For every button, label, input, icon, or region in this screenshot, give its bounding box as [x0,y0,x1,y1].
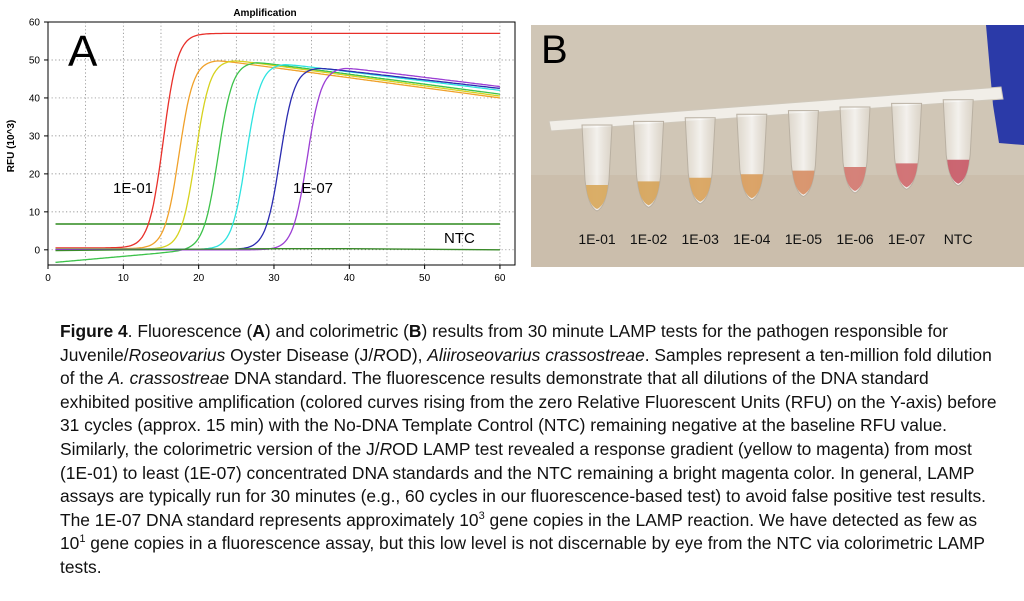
glove-shape [986,25,1024,145]
caption-italic: A. crassostreae [108,368,230,389]
tube-2: 1E-03 [682,117,720,247]
tube-label: 1E-04 [733,231,771,247]
y-tick-label: 0 [34,245,40,256]
caption-text: gene copies in the LAMP reaction. We hav… [60,509,978,554]
label-1e-07: 1E-07 [293,180,333,197]
tube-1: 1E-02 [630,120,668,247]
y-tick-label: 20 [29,169,41,180]
x-tick-label: 10 [118,273,130,284]
photo-table [531,175,1024,267]
caption-text: gene copies in a fluorescence assay, but… [60,533,985,577]
caption-superscript: 3 [478,509,485,522]
caption-paragraph: Figure 4. Fluorescence (A) and colorimet… [60,320,1000,580]
amplification-chart: Amplification RFU (10^3) 0 10 20 30 40 50 60 0 1… [0,0,530,292]
tube-label: 1E-05 [785,231,823,247]
caption-text: ) and colorimetric ( [264,321,409,341]
caption-text: DNA standard. The fluorescence results d… [60,368,997,459]
tube-layer: 1E-01 1E-02 1E-03 1E-04 1E-05 1E-06 1E-07 NTC [578,99,974,247]
y-tick-label: 60 [29,18,41,29]
tube-liquid [895,163,918,188]
x-tick-label: 30 [268,273,280,284]
tube-liquid [689,177,712,202]
chart-title: Amplification [233,8,296,19]
y-tick-label: 50 [29,55,41,66]
tube-liquid [740,174,763,199]
tick-layer: 0 10 20 30 40 50 60 0 10 20 30 40 50 60 [29,18,506,285]
tube-5: 1E-06 [836,106,874,247]
tube-liquid [792,170,815,195]
caption-text: ) results from 30 minute LAMP tests for … [60,321,948,365]
tube-liquid [844,167,866,191]
chart-background [0,0,530,292]
tube-liquid [947,159,970,184]
y-tick-label: 40 [29,93,41,104]
caption-italic: R [379,438,393,459]
x-tick-label: 50 [419,273,431,284]
tube-liquid [637,181,660,206]
tube-label: 1E-07 [888,231,926,247]
plot-frame [47,21,516,266]
label-ntc: NTC [444,230,475,247]
figure-caption: Figure 4. Fluorescence (A) and colorimet… [60,320,1000,580]
tube-label: 1E-01 [578,231,616,247]
series-layer [55,32,500,263]
panel-b-letter: B [541,28,568,72]
y-tick-label: 30 [29,131,41,142]
panel-a-letter: A [68,27,98,76]
caption-text: . Samples represent a ten-million fold d… [60,344,992,389]
tube-label: NTC [944,231,973,247]
x-tick-label: 0 [45,273,51,284]
tube-label: 1E-03 [682,231,720,247]
series-line-1e-04 [55,62,500,263]
caption-italic: Roseovarius [128,344,226,365]
tube-3: 1E-04 [733,113,771,247]
x-tick-label: 60 [494,273,506,284]
tube-7: NTC [942,99,974,247]
tube-4: 1E-05 [785,110,823,247]
label-1e-01: 1E-01 [113,180,153,197]
tube-label: 1E-02 [630,231,668,247]
caption-text: . Fluorescence ( [127,321,253,341]
caption-text: Oyster Disease (J/ [225,344,374,365]
tube-liquid [586,185,608,209]
series-line-1e-01 [55,32,500,249]
colorimetric-photo-panel: 1E-01 1E-02 1E-03 1E-04 1E-05 1E-06 1E-07 NTC B [531,25,1024,267]
caption-italic: R [373,344,386,365]
tube-0: 1E-01 [578,124,616,247]
tubes-photo: 1E-01 1E-02 1E-03 1E-04 1E-05 1E-06 1E-07 NTC B [531,25,1024,267]
y-tick-label: 10 [29,207,41,218]
caption-figure-label: Figure 4 [60,321,128,341]
tube-strip-caps [548,86,1004,132]
caption-bold: A [252,321,265,341]
tube-label: 1E-06 [836,231,874,247]
amplification-chart-panel: Amplification RFU (10^3) 0 10 20 30 40 50 60 0 1… [0,0,530,292]
caption-superscript: 1 [79,533,86,546]
caption-text: OD), [385,344,428,365]
series-line-ntc [55,248,500,252]
x-tick-label: 20 [193,273,205,284]
caption-bold: B [408,321,422,341]
caption-italic: Aliiroseovarius crassostreae [427,344,645,365]
y-axis-label: RFU (10^3) [6,120,17,173]
x-tick-label: 40 [344,273,356,284]
caption-text: OD LAMP test revealed a response gradien… [60,438,987,530]
tube-6: 1E-07 [888,102,926,247]
